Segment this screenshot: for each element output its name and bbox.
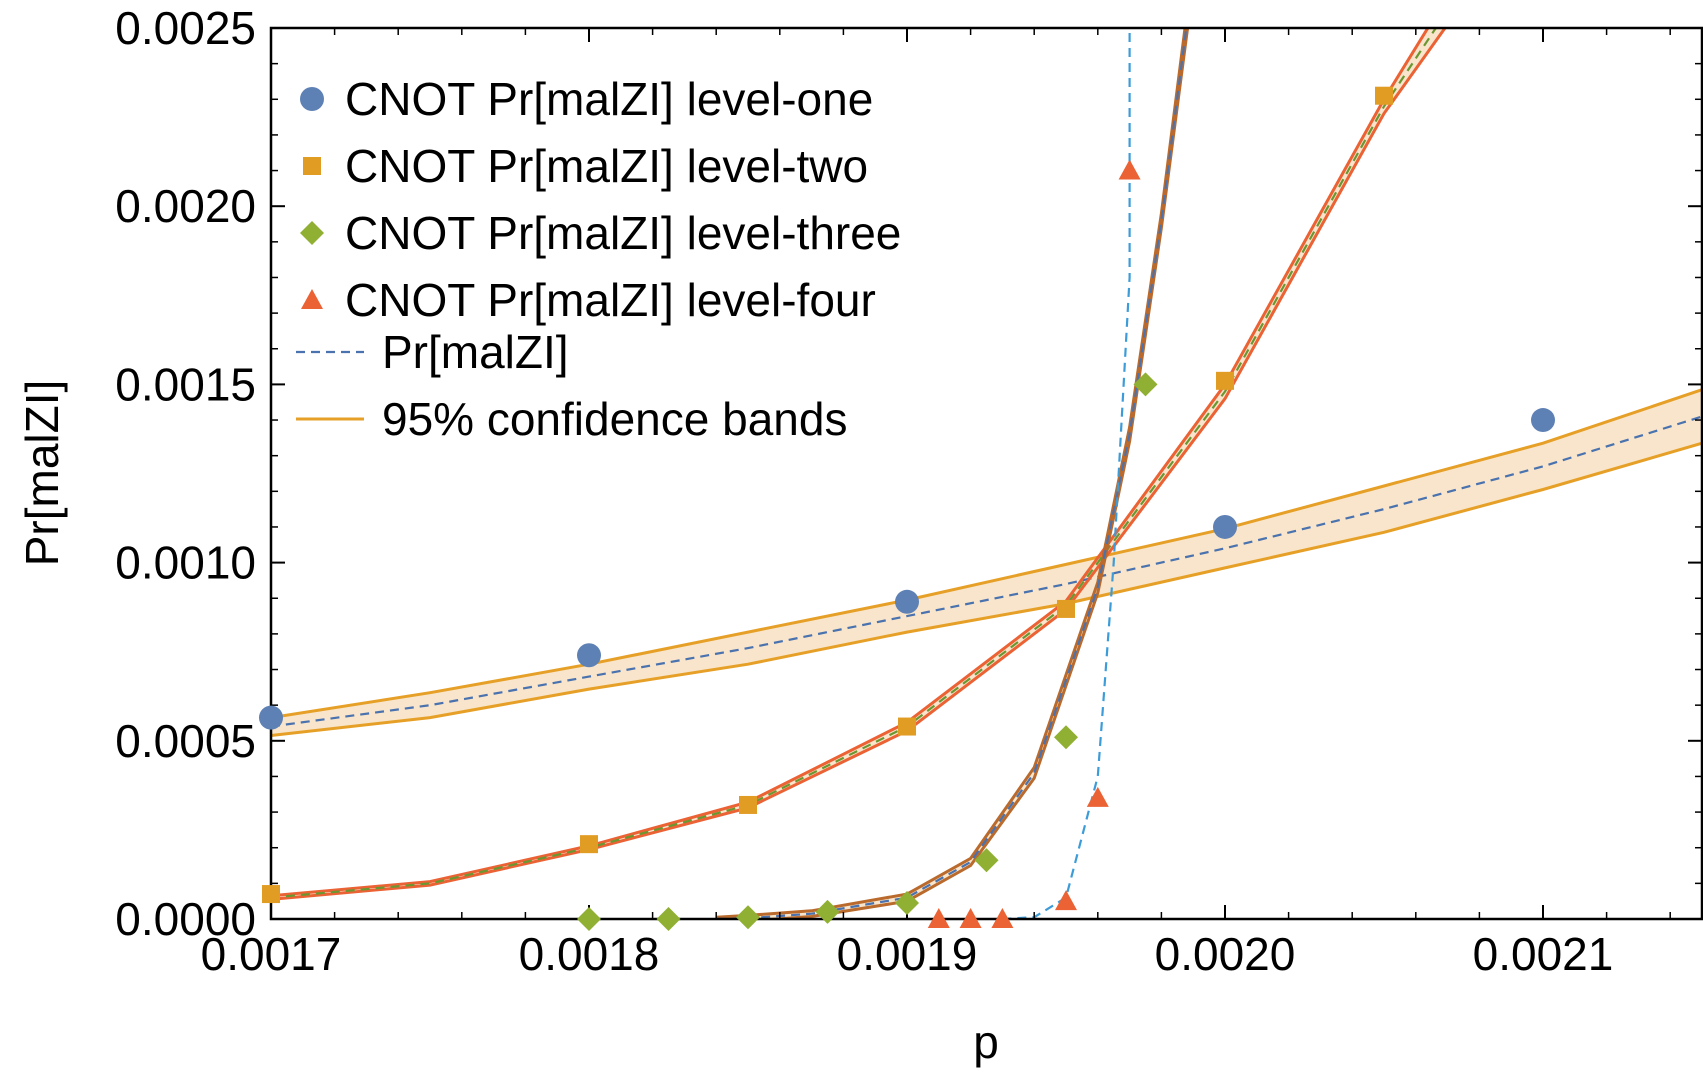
data-point-cnot-pr-malzi-level-one bbox=[1213, 514, 1237, 539]
data-point-cnot-pr-malzi-level-two bbox=[898, 717, 916, 736]
data-point-cnot-pr-malzi-level-three bbox=[815, 899, 840, 924]
data-point-cnot-pr-malzi-level-four bbox=[991, 908, 1014, 928]
legend-label-cnot-pr-malzi-level-one: CNOT Pr[malZI] level-one bbox=[345, 73, 873, 125]
data-point-cnot-pr-malzi-level-three bbox=[895, 890, 919, 915]
x-tick-label: 0.0021 bbox=[1473, 928, 1614, 980]
data-point-cnot-pr-malzi-level-three bbox=[656, 907, 681, 931]
legend-swatch-cnot-pr-malzi-level-one bbox=[300, 87, 324, 111]
x-tick-label: 0.0017 bbox=[201, 928, 342, 980]
data-point-cnot-pr-malzi-level-two bbox=[1057, 599, 1075, 618]
data-point-cnot-pr-malzi-level-four bbox=[1055, 890, 1077, 911]
legend-swatch-cnot-pr-malzi-level-two bbox=[303, 157, 321, 175]
data-point-cnot-pr-malzi-level-two bbox=[739, 795, 757, 814]
legend-label-cnot-pr-malzi-level-three: CNOT Pr[malZI] level-three bbox=[345, 207, 901, 259]
data-point-cnot-pr-malzi-level-three bbox=[736, 905, 760, 930]
data-point-cnot-pr-malzi-level-three bbox=[577, 907, 601, 931]
confidence-band-lower-1 bbox=[271, 441, 1702, 737]
data-point-cnot-pr-malzi-level-two bbox=[1375, 86, 1393, 105]
data-point-cnot-pr-malzi-level-two bbox=[262, 885, 280, 904]
data-point-cnot-pr-malzi-level-one bbox=[577, 643, 601, 668]
data-point-cnot-pr-malzi-level-three bbox=[974, 848, 999, 873]
legend-swatch-cnot-pr-malzi-level-four bbox=[301, 289, 323, 309]
data-point-cnot-pr-malzi-level-two bbox=[1216, 371, 1234, 390]
y-tick-label: 0.0015 bbox=[115, 358, 256, 410]
x-tick-label: 0.0020 bbox=[1155, 928, 1296, 980]
legend-label-cnot-pr-malzi-level-four: CNOT Pr[malZI] level-four bbox=[345, 274, 876, 326]
legend-swatch-cnot-pr-malzi-level-three bbox=[300, 221, 324, 245]
fit-line-1 bbox=[271, 415, 1702, 728]
legend-label-cnot-pr-malzi-level-two: CNOT Pr[malZI] level-two bbox=[345, 140, 868, 192]
data-point-cnot-pr-malzi-level-one bbox=[259, 705, 283, 730]
x-tick-label: 0.0019 bbox=[837, 928, 978, 980]
x-tick-label: 0.0018 bbox=[519, 928, 660, 980]
data-point-cnot-pr-malzi-level-two bbox=[580, 835, 598, 854]
y-tick-label: 0.0025 bbox=[115, 2, 256, 54]
data-point-cnot-pr-malzi-level-four bbox=[927, 908, 950, 928]
plot-frame bbox=[269, 26, 1703, 921]
data-point-cnot-pr-malzi-level-four bbox=[959, 908, 982, 928]
y-tick-label: 0.0020 bbox=[115, 180, 256, 232]
y-tick-label: 0.0000 bbox=[115, 893, 256, 945]
data-point-cnot-pr-malzi-level-three bbox=[1054, 725, 1078, 750]
y-tick-label: 0.0010 bbox=[115, 537, 256, 589]
y-tick-label: 0.0005 bbox=[115, 715, 256, 767]
legend-label-95-confidence-bands: 95% confidence bands bbox=[382, 393, 847, 445]
data-point-cnot-pr-malzi-level-one bbox=[895, 589, 919, 614]
legend-label-pr-malzi: Pr[malZI] bbox=[382, 326, 569, 378]
data-point-cnot-pr-malzi-level-one bbox=[1531, 408, 1555, 433]
data-point-cnot-pr-malzi-level-four bbox=[1118, 159, 1141, 180]
x-axis-label: p bbox=[973, 1016, 999, 1068]
y-axis-label: Pr[malZI] bbox=[16, 380, 68, 567]
confidence-band-fill-1 bbox=[271, 389, 1702, 736]
data-point-cnot-pr-malzi-level-four bbox=[1086, 786, 1109, 807]
data-point-cnot-pr-malzi-level-three bbox=[1133, 372, 1158, 397]
confidence-band-upper-1 bbox=[271, 388, 1702, 720]
